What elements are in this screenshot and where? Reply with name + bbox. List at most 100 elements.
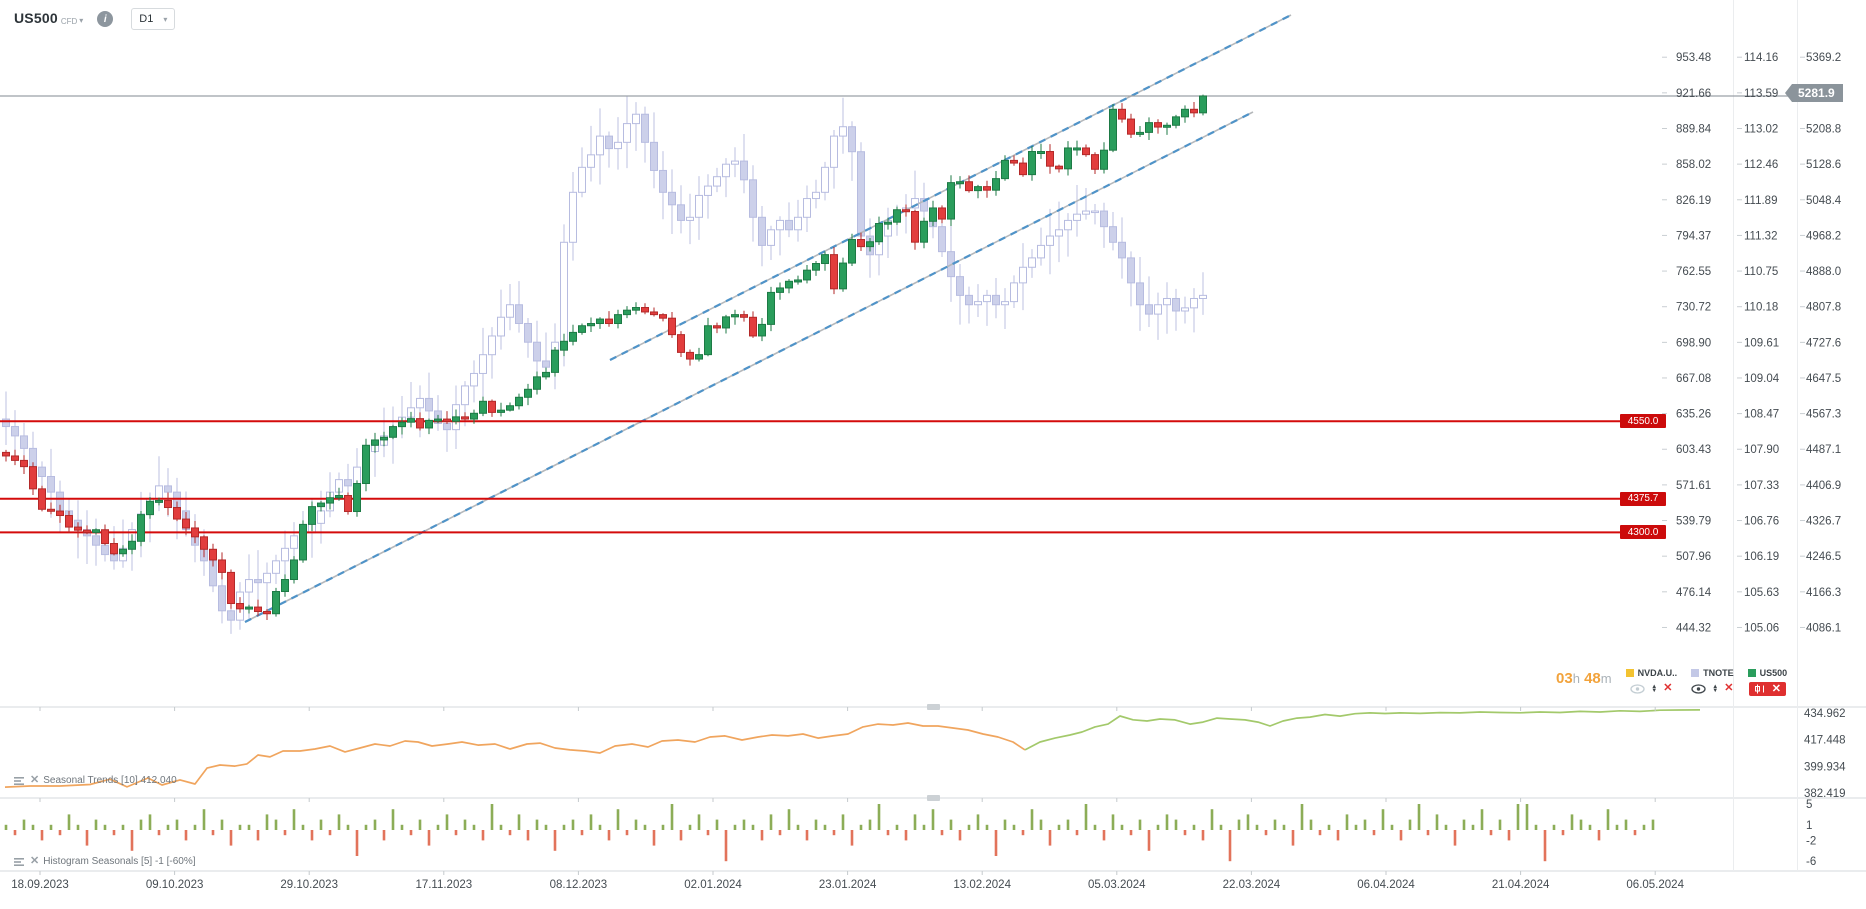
us500-axis-tick: 4487.1 bbox=[1806, 444, 1841, 456]
date-axis-label: 13.02.2024 bbox=[953, 879, 1011, 891]
us500-color-swatch bbox=[1747, 669, 1756, 677]
us500-axis-tick: 5208.8 bbox=[1806, 123, 1841, 135]
date-axis: 18.09.2023 09.10.2023 29.10.2023 17.11.2023… bbox=[11, 707, 1685, 891]
us500-axis-tick: 4326.7 bbox=[1806, 516, 1841, 528]
histogram-bars bbox=[4, 804, 1655, 862]
date-axis-label: 18.09.2023 bbox=[11, 879, 69, 891]
seasonal-trend-lines bbox=[4, 709, 1701, 788]
sort-arrows-icon[interactable]: ▲ ▼ bbox=[1651, 683, 1658, 694]
nvda-axis-tick: 826.19 bbox=[1676, 195, 1711, 207]
tnote-axis-tick: 107.90 bbox=[1744, 444, 1779, 456]
tnote-axis-tick: 106.19 bbox=[1744, 551, 1779, 563]
tnote-axis-tick: 111.32 bbox=[1744, 230, 1777, 242]
timeframe-dropdown[interactable]: D1 ▾ bbox=[131, 8, 176, 30]
nvda-axis-tick: 794.37 bbox=[1676, 230, 1711, 242]
remove-indicator-icon[interactable]: ✕ bbox=[30, 774, 40, 786]
legend-item-tnote: TNOTE ▲ ▼ ✕ bbox=[1691, 668, 1734, 695]
date-axis-label: 17.11.2023 bbox=[415, 879, 472, 891]
histogram-seasonals-text[interactable]: Histogram Seasonals [5] -1 [-60%] bbox=[43, 856, 196, 867]
us500-axis-tick: 4406.9 bbox=[1806, 480, 1841, 492]
us500-axis-tick: 4888.0 bbox=[1806, 266, 1841, 278]
us500-active-chart-button[interactable]: ✕ bbox=[1748, 682, 1787, 696]
indicator-icon[interactable] bbox=[14, 857, 26, 867]
eye-icon[interactable] bbox=[1691, 683, 1706, 694]
us500-axis-tick: 4166.3 bbox=[1806, 587, 1841, 599]
date-axis-label: 21.04.2024 bbox=[1492, 879, 1550, 891]
nvda-axis-tick: 953.48 bbox=[1676, 52, 1711, 64]
close-icon[interactable]: ✕ bbox=[1663, 682, 1673, 694]
remove-indicator-icon[interactable]: ✕ bbox=[30, 855, 40, 867]
us500-axis-tick: 4246.5 bbox=[1806, 551, 1841, 563]
pane-resize-handle[interactable] bbox=[927, 795, 940, 801]
tnote-axis-tick: 110.18 bbox=[1744, 302, 1778, 314]
timeframe-value: D1 bbox=[139, 13, 154, 25]
tnote-axis-tick: 107.33 bbox=[1744, 480, 1779, 492]
pane-resize-handle[interactable] bbox=[927, 704, 940, 710]
nvda-axis-tick: 730.72 bbox=[1676, 302, 1711, 314]
nvda-axis-tick: 476.14 bbox=[1676, 587, 1712, 599]
tnote-axis-tick: 113.59 bbox=[1744, 88, 1778, 100]
us500-axis-tick: 4086.1 bbox=[1806, 622, 1841, 634]
seasonal-trends-text[interactable]: Seasonal Trends [10] 412.040 bbox=[43, 775, 177, 786]
nvda-color-swatch bbox=[1625, 669, 1634, 677]
date-axis-label: 29.10.2023 bbox=[280, 879, 338, 891]
histogram-axis-tick: 1 bbox=[1806, 820, 1812, 832]
histogram-axis-tick: -2 bbox=[1806, 835, 1816, 847]
us500-axis-tick: 4727.6 bbox=[1806, 337, 1841, 349]
us500-axis-tick: 4807.8 bbox=[1806, 302, 1841, 314]
nvda-axis-tick: 539.79 bbox=[1676, 516, 1711, 528]
us500-axis-tick: 4567.3 bbox=[1806, 409, 1841, 421]
symbol-name[interactable]: US500 bbox=[14, 10, 58, 26]
date-axis-label: 06.04.2024 bbox=[1357, 879, 1415, 891]
date-axis-label: 05.03.2024 bbox=[1088, 879, 1146, 891]
tnote-label: TNOTE bbox=[1703, 668, 1734, 678]
tnote-axis-tick: 109.61 bbox=[1744, 337, 1779, 349]
date-axis-label: 06.05.2024 bbox=[1626, 879, 1684, 891]
nvda-axis-tick: 635.26 bbox=[1676, 409, 1711, 421]
date-axis-label: 09.10.2023 bbox=[146, 879, 204, 891]
histogram-axis-tick: -6 bbox=[1806, 856, 1816, 868]
instrument-type-label: CFD bbox=[60, 17, 78, 26]
tnote-color-swatch bbox=[1691, 669, 1700, 677]
tnote-axis-tick: 110.75 bbox=[1744, 266, 1778, 278]
symbol-caret-icon[interactable]: ▾ bbox=[79, 16, 84, 25]
indicator-icon[interactable] bbox=[14, 776, 26, 786]
date-axis-label: 23.01.2024 bbox=[819, 879, 877, 891]
date-axis-label: 02.01.2024 bbox=[684, 879, 742, 891]
nvda-label: NVDA.U.. bbox=[1637, 668, 1678, 678]
tnote-axis-tick: 112.46 bbox=[1744, 159, 1778, 171]
seasonal-axis-tick: 399.934 bbox=[1804, 761, 1846, 773]
tnote-axis-tick: 106.76 bbox=[1744, 516, 1779, 528]
nvda-axis-tick: 921.66 bbox=[1676, 88, 1711, 100]
current-price-badge: 5281.9 bbox=[1785, 84, 1843, 102]
nvda-axis-tick: 667.08 bbox=[1676, 373, 1711, 385]
us500-axis-tick: 5369.2 bbox=[1806, 52, 1841, 64]
close-icon[interactable]: ✕ bbox=[1724, 682, 1734, 694]
tnote-axis-tick: 114.16 bbox=[1744, 52, 1778, 64]
nvda-axis-tick: 507.96 bbox=[1676, 551, 1711, 563]
price-axis: 953.48 921.66 889.84 858.02 826.19 794.37 762.… bbox=[1662, 52, 1842, 634]
sort-arrows-icon[interactable]: ▲ ▼ bbox=[1712, 683, 1719, 694]
seasonal-trends-label: ✕ Seasonal Trends [10] 412.040 bbox=[14, 775, 177, 786]
close-icon[interactable]: ✕ bbox=[1771, 682, 1782, 695]
legend-item-us500: US500 ✕ bbox=[1747, 668, 1788, 696]
tnote-candles bbox=[2, 96, 1207, 634]
us500-candles bbox=[2, 94, 1207, 621]
us500-label: US500 bbox=[1759, 668, 1788, 678]
date-axis-label: 22.03.2024 bbox=[1223, 879, 1281, 891]
seasonal-axis-tick: 382.419 bbox=[1804, 788, 1846, 800]
seasonal-axis-tick: 417.448 bbox=[1804, 735, 1846, 747]
legend-item-nvda: NVDA.U.. ▲ ▼ ✕ bbox=[1625, 668, 1678, 695]
nvda-axis-tick: 858.02 bbox=[1676, 159, 1711, 171]
eye-icon[interactable] bbox=[1630, 683, 1645, 694]
nvda-axis-tick: 889.84 bbox=[1676, 123, 1712, 135]
histogram-seasonals-label: ✕ Histogram Seasonals [5] -1 [-60%] bbox=[14, 856, 196, 867]
tnote-axis-tick: 113.02 bbox=[1744, 123, 1778, 135]
chart-legend: 03h 48m NVDA.U.. ▲ ▼ ✕ TNOTE ▲ ▼ ✕ bbox=[1556, 668, 1787, 696]
nvda-axis-tick: 698.90 bbox=[1676, 337, 1711, 349]
nvda-axis-tick: 603.43 bbox=[1676, 444, 1711, 456]
info-icon[interactable]: i bbox=[97, 11, 114, 27]
